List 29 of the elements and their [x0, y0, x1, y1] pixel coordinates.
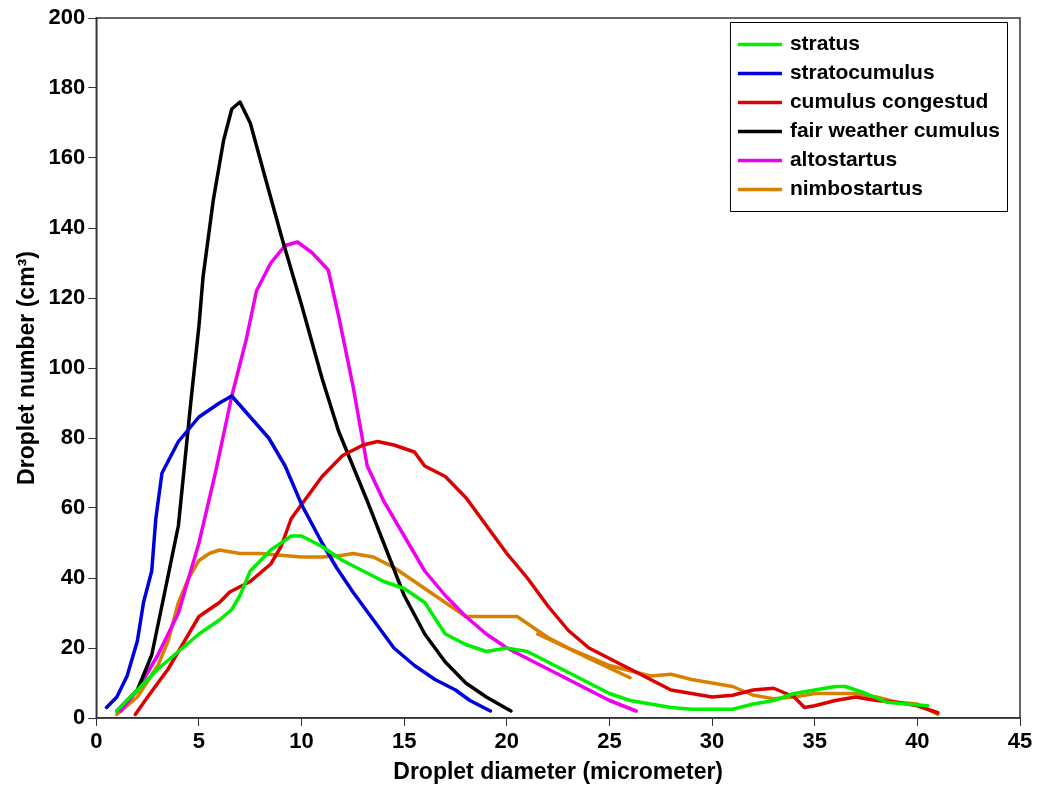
y-tick-label: 80 — [60, 424, 86, 450]
x-tick-label: 35 — [802, 728, 827, 754]
y-tick-label: 200 — [48, 4, 86, 30]
legend-label: stratocumulus — [789, 60, 935, 84]
y-tick-label: 40 — [60, 564, 86, 590]
y-tick-label: 180 — [48, 74, 86, 100]
y-tick-label: 0 — [73, 704, 86, 730]
x-tick-label: 20 — [494, 728, 520, 754]
x-tick-label: 45 — [1007, 728, 1033, 754]
legend-label: nimbostartus — [789, 176, 923, 200]
legend-label: altostartus — [789, 147, 898, 171]
x-tick-label: 5 — [192, 728, 206, 754]
legend-label: fair weather cumulus — [789, 118, 1000, 142]
y-tick-label: 140 — [48, 214, 86, 240]
x-tick-label: 10 — [289, 728, 314, 754]
y-tick-label: 160 — [48, 144, 86, 170]
x-axis-title: Droplet diameter (micrometer) — [393, 757, 724, 784]
y-tick-label: 100 — [48, 354, 86, 380]
x-tick-label: 0 — [90, 728, 103, 754]
y-tick-label: 120 — [48, 284, 86, 310]
y-tick-label: 20 — [60, 634, 86, 660]
x-tick-label: 25 — [597, 728, 622, 754]
x-tick-label: 15 — [391, 728, 417, 754]
y-axis-title: Droplet number (cm³) — [13, 251, 40, 485]
legend-label: cumulus congestud — [789, 89, 989, 113]
y-tick-label: 60 — [60, 494, 86, 520]
x-tick-label: 40 — [905, 728, 930, 754]
x-tick-label: 30 — [699, 728, 725, 754]
legend-label: stratus — [789, 31, 860, 55]
